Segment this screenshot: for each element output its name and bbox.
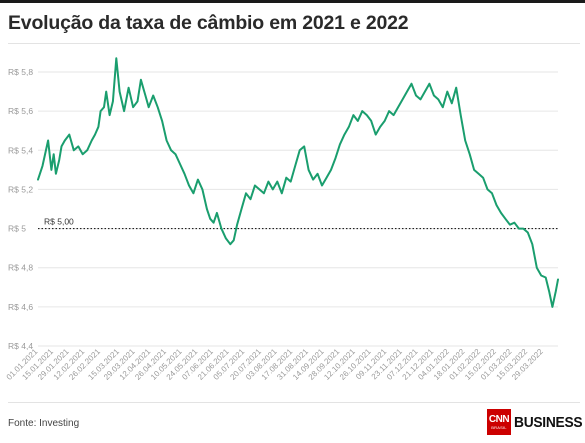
chart-title: Evolução da taxa de câmbio em 2021 e 202…: [8, 12, 409, 34]
exchange-rate-line-chart: R$ 5,8 R$ 5,6 R$ 5,4 R$ 5,2 R$ 5 R$ 4,8 R$ 4,6…: [5, 57, 559, 382]
y-tick-label: R$ 5,8: [8, 67, 33, 77]
y-tick-label: R$ 4,8: [8, 263, 33, 273]
cnn-business-logo: CNN BRASIL BUSINESS: [487, 409, 585, 435]
top-accent-bar: [0, 0, 585, 3]
title-divider: [8, 43, 580, 44]
source-note: Fonte: Investing: [8, 418, 80, 429]
y-tick-label: R$ 4,6: [8, 302, 33, 312]
y-tick-label: R$ 4,4: [8, 341, 33, 351]
y-tick-label: R$ 5: [8, 224, 26, 234]
series-line: [37, 57, 559, 308]
footer-divider: [8, 402, 580, 403]
y-tick-label: R$ 5,2: [8, 184, 33, 194]
cnn-brasil-mark: CNN BRASIL: [487, 409, 511, 435]
reference-line-label: R$ 5,00: [44, 217, 74, 227]
y-tick-label: R$ 5,4: [8, 145, 33, 155]
business-wordmark: BUSINESS: [514, 413, 583, 431]
y-tick-label: R$ 5,6: [8, 106, 33, 116]
